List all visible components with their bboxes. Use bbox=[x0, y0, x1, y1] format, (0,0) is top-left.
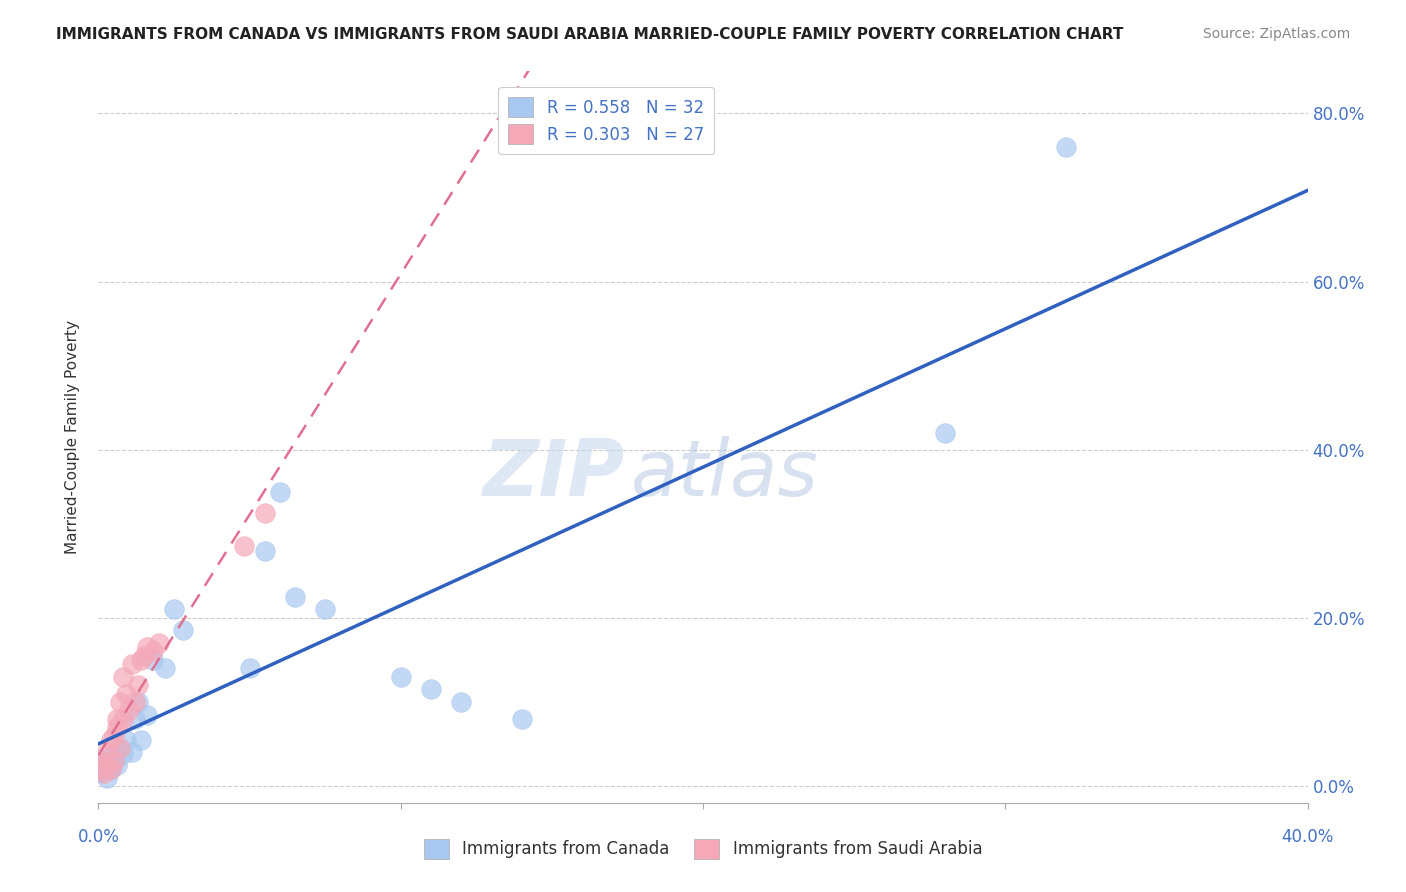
Point bbox=[135, 640, 157, 655]
Point bbox=[129, 653, 152, 667]
Point bbox=[269, 484, 291, 499]
Point bbox=[108, 741, 131, 756]
Legend: R = 0.558   N = 32, R = 0.303   N = 27: R = 0.558 N = 32, R = 0.303 N = 27 bbox=[499, 87, 714, 154]
Point bbox=[105, 712, 128, 726]
Y-axis label: Married-Couple Family Poverty: Married-Couple Family Poverty bbox=[65, 320, 80, 554]
Point bbox=[163, 602, 186, 616]
Point bbox=[100, 762, 122, 776]
Point bbox=[100, 732, 122, 747]
Point bbox=[232, 540, 254, 554]
Point bbox=[142, 644, 165, 658]
Legend: Immigrants from Canada, Immigrants from Saudi Arabia: Immigrants from Canada, Immigrants from … bbox=[418, 832, 988, 866]
Point bbox=[103, 754, 125, 768]
Point bbox=[100, 762, 122, 776]
Point bbox=[127, 678, 149, 692]
Point bbox=[142, 653, 165, 667]
Point bbox=[90, 762, 112, 776]
Point bbox=[124, 712, 146, 726]
Point bbox=[314, 602, 336, 616]
Point bbox=[153, 661, 176, 675]
Point bbox=[96, 771, 118, 785]
Point bbox=[93, 766, 115, 780]
Point bbox=[124, 695, 146, 709]
Point bbox=[105, 720, 128, 734]
Point bbox=[148, 636, 170, 650]
Point bbox=[96, 758, 118, 772]
Point bbox=[105, 758, 128, 772]
Text: 0.0%: 0.0% bbox=[77, 828, 120, 846]
Point bbox=[100, 749, 122, 764]
Point bbox=[105, 745, 128, 759]
Text: atlas: atlas bbox=[630, 435, 818, 512]
Point bbox=[450, 695, 472, 709]
Point bbox=[103, 729, 125, 743]
Point bbox=[118, 703, 141, 717]
Point bbox=[934, 425, 956, 440]
Point bbox=[111, 712, 134, 726]
Point bbox=[1054, 140, 1077, 154]
Point bbox=[96, 754, 118, 768]
Point bbox=[93, 754, 115, 768]
Point bbox=[253, 506, 276, 520]
Point bbox=[284, 590, 307, 604]
Point bbox=[90, 766, 112, 780]
Point bbox=[108, 695, 131, 709]
Point bbox=[114, 686, 136, 700]
Point bbox=[172, 624, 194, 638]
Point bbox=[510, 712, 533, 726]
Point bbox=[114, 732, 136, 747]
Point bbox=[93, 758, 115, 772]
Point bbox=[420, 682, 443, 697]
Text: Source: ZipAtlas.com: Source: ZipAtlas.com bbox=[1202, 27, 1350, 41]
Point bbox=[111, 670, 134, 684]
Text: IMMIGRANTS FROM CANADA VS IMMIGRANTS FROM SAUDI ARABIA MARRIED-COUPLE FAMILY POV: IMMIGRANTS FROM CANADA VS IMMIGRANTS FRO… bbox=[56, 27, 1123, 42]
Point bbox=[253, 543, 276, 558]
Point bbox=[239, 661, 262, 675]
Point bbox=[121, 657, 143, 671]
Point bbox=[129, 732, 152, 747]
Point bbox=[108, 741, 131, 756]
Text: 40.0%: 40.0% bbox=[1281, 828, 1334, 846]
Point bbox=[132, 648, 155, 663]
Point bbox=[103, 754, 125, 768]
Point bbox=[96, 745, 118, 759]
Point bbox=[121, 745, 143, 759]
Text: ZIP: ZIP bbox=[482, 435, 624, 512]
Point bbox=[127, 695, 149, 709]
Point bbox=[389, 670, 412, 684]
Point bbox=[111, 747, 134, 761]
Point bbox=[135, 707, 157, 722]
